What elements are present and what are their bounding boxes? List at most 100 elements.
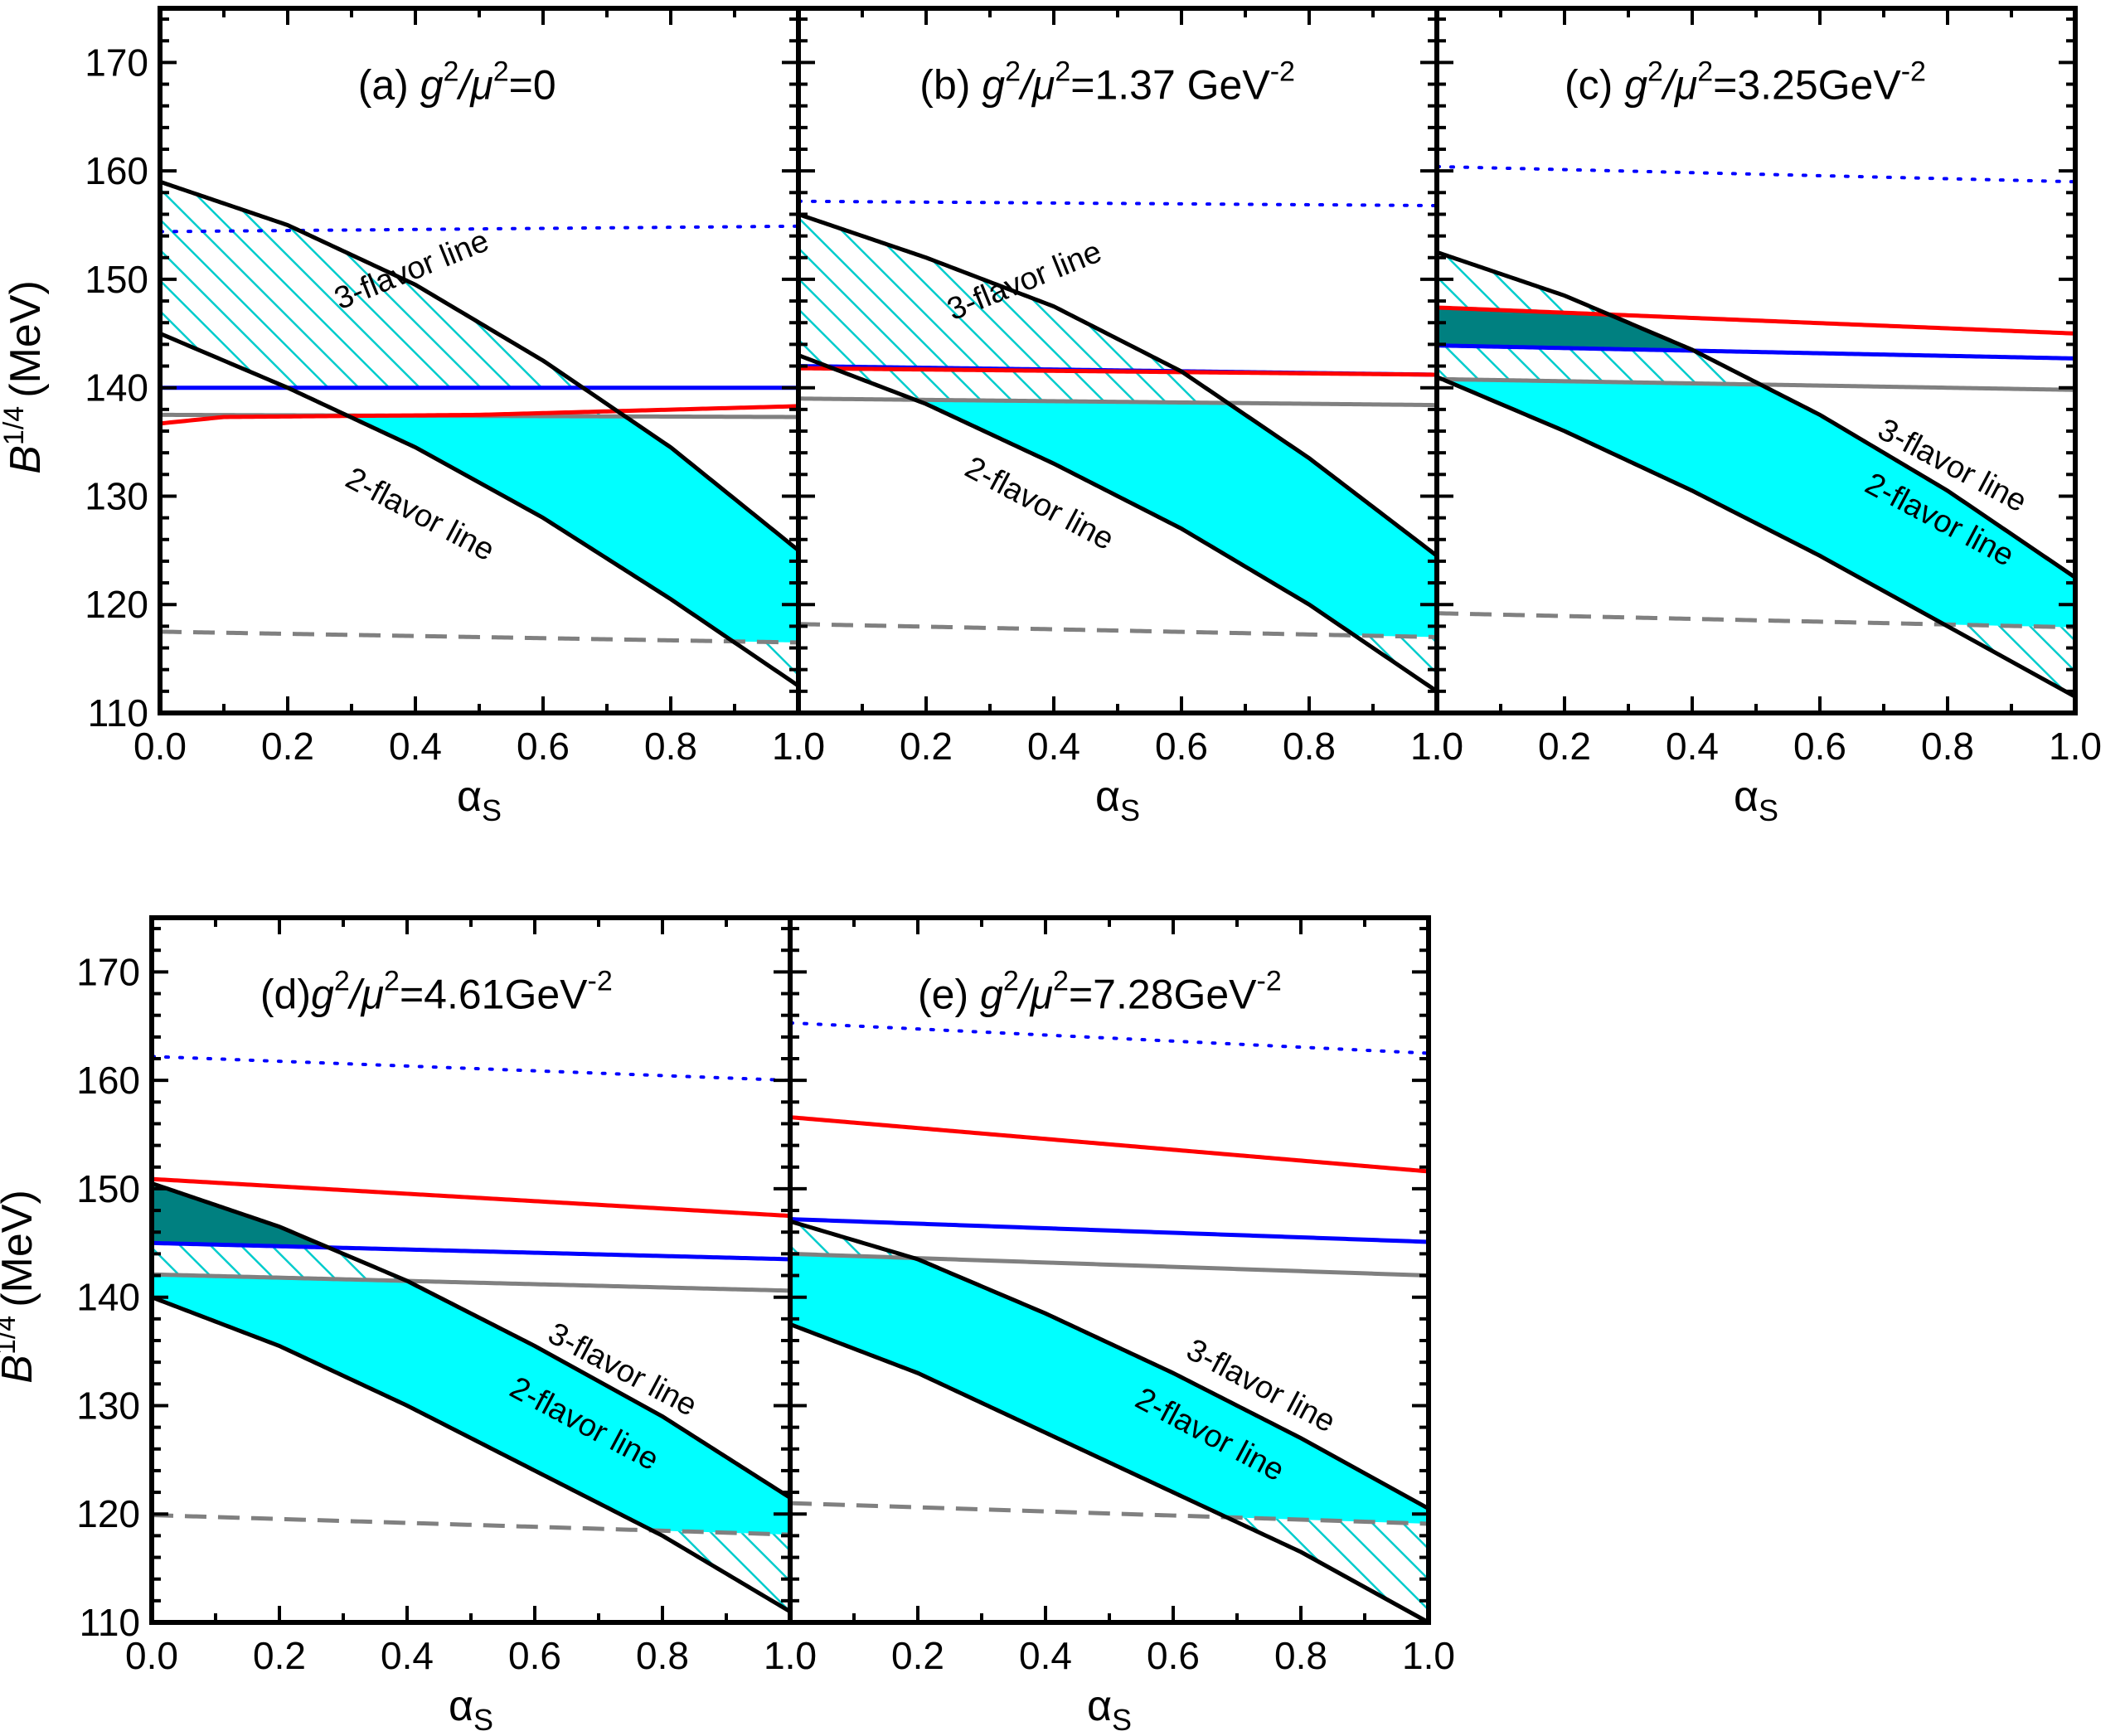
- x-tick-label: 0.8: [644, 725, 697, 768]
- hatched-region-lower: [1227, 1517, 1429, 1622]
- x-tick-label: 0.6: [517, 725, 570, 768]
- two-flavor-line: [1437, 375, 2075, 699]
- blue-dotted-line: [798, 199, 1437, 207]
- panel-title: (c) g2/μ2=3.25GeV-2: [1565, 56, 1926, 109]
- plot-area: [152, 1055, 790, 1614]
- gray-dashed-line: [798, 622, 1437, 639]
- gray-dashed-line: [152, 1513, 790, 1537]
- panel-title: (d)g2/μ2=4.61GeV-2: [260, 966, 613, 1018]
- x-tick-label: 1.0: [764, 1634, 817, 1677]
- y-tick-label: 150: [85, 258, 148, 301]
- cyan-band: [790, 1254, 1429, 1524]
- x-tick-label: 1.0: [772, 725, 825, 768]
- y-tick-label: 110: [80, 1601, 140, 1644]
- x-tick-label: 0.2: [253, 1634, 306, 1677]
- y-tick-label: 120: [76, 1492, 140, 1535]
- panel-d: 0.0 0.2 0.4 0.6 0.8 1.0 110 120 130 140 150 160 170 α…: [0, 915, 817, 1736]
- three-flavor-line: [1437, 250, 2075, 579]
- three-flavor-line: [160, 179, 798, 552]
- hatched-region-upper: [160, 182, 582, 388]
- x-tick-label: 0.0: [125, 1634, 178, 1677]
- red-line: [798, 366, 1437, 377]
- x-axis-title: αS: [1095, 773, 1140, 827]
- y-tick-label: 160: [85, 149, 148, 192]
- blue-line: [1437, 343, 2075, 361]
- x-tick-label: 0.4: [389, 725, 442, 768]
- panel-a: 0.0 0.2 0.4 0.6 0.8 1.0 110 120 130 140 150 160 170 α…: [0, 6, 825, 827]
- overlap-region: [1437, 307, 1692, 351]
- blue-line: [152, 1240, 790, 1262]
- red-line: [790, 1115, 1429, 1174]
- plot-area: [798, 199, 1437, 693]
- hatched-region-lower: [653, 1530, 790, 1612]
- ticks: [150, 918, 792, 1624]
- y-tick-label: 150: [76, 1167, 140, 1210]
- y-tick-label: 140: [76, 1276, 140, 1319]
- x-tick-label: 0.8: [1274, 1634, 1327, 1677]
- gray-dashed-line: [160, 629, 798, 645]
- x-tick-label: 1.0: [1410, 725, 1463, 768]
- cyan-band: [152, 1274, 790, 1535]
- gray-solid-line: [798, 396, 1437, 408]
- y-axis-title: B1/4(MeV): [0, 1190, 41, 1384]
- y-tick-label: 120: [85, 583, 148, 626]
- plot-area: [1437, 164, 2075, 699]
- three-flavor-line: [790, 1219, 1429, 1511]
- x-tick-label: 0.0: [133, 725, 187, 768]
- x-tick-label: 1.0: [1410, 725, 1463, 768]
- three-flavor-line: [152, 1181, 790, 1500]
- hatched-region-middle: [833, 368, 1226, 404]
- red-line: [160, 404, 798, 426]
- ticks: [788, 918, 1430, 1624]
- x-axis-title: αS: [449, 1682, 493, 1736]
- x-tick-label: 0.4: [1019, 1634, 1072, 1677]
- panel-c: 1.0 0.2 0.4 0.6 0.8 1.0αS(c) g2/μ2=3.25GeV-23…: [1410, 6, 2102, 827]
- red-line: [1437, 305, 2075, 336]
- hatched-region-middle: [1437, 345, 1759, 385]
- hatched-region-middle: [152, 1243, 405, 1281]
- x-tick-label: 1.0: [1402, 1634, 1455, 1677]
- y-axis-title: B1/4(MeV): [0, 280, 50, 474]
- ticks: [1435, 8, 2077, 715]
- gray-dashed-line: [790, 1501, 1429, 1526]
- x-tick-label: 0.4: [1027, 725, 1080, 768]
- y-tick-label: 130: [85, 474, 148, 517]
- panel-title: (a) g2/μ2=0: [358, 56, 556, 109]
- x-tick-label: 1.0: [2049, 725, 2102, 768]
- cyan-band: [1443, 379, 2075, 628]
- blue-line: [790, 1217, 1429, 1244]
- two-flavor-line: [152, 1295, 790, 1614]
- gray-dashed-line: [1437, 611, 2075, 630]
- x-tick-label: 0.2: [900, 725, 953, 768]
- panel-e: 1.0 0.2 0.4 0.6 0.8 1.0αS(e) g2/μ2=7.28GeV-23…: [764, 915, 1455, 1736]
- x-tick-label: 0.6: [508, 1634, 561, 1677]
- panel-title: (e) g2/μ2=7.28GeV-2: [918, 966, 1282, 1018]
- x-tick-label: 0.8: [1283, 725, 1336, 768]
- two-flavor-line: [798, 353, 1437, 693]
- y-tick-label: 110: [88, 691, 148, 735]
- x-axis-title: αS: [1734, 773, 1778, 827]
- x-tick-label: 0.4: [381, 1634, 434, 1677]
- x-axis-title: αS: [1087, 1682, 1132, 1736]
- panels: 0.0 0.2 0.4 0.6 0.8 1.0 110 120 130 140 150 160 170 α…: [0, 6, 2102, 1736]
- x-tick-label: 0.8: [1921, 725, 1974, 768]
- panel-b: 1.0 0.2 0.4 0.6 0.8 1.0 αS (b) g2/μ2=1.37 GeV-2…: [772, 6, 1463, 827]
- x-tick-label: 0.6: [1793, 725, 1846, 768]
- three-flavor-line: [798, 212, 1437, 558]
- x-axis-title: αS: [457, 773, 502, 827]
- x-tick-label: 0.8: [636, 1634, 689, 1677]
- y-tick-label: 140: [85, 366, 148, 410]
- y-tick-label: 160: [76, 1059, 140, 1102]
- y-tick-label: 170: [76, 950, 140, 993]
- x-tick-label: 0.4: [1666, 725, 1719, 768]
- x-tick-label: 0.6: [1147, 1634, 1200, 1677]
- blue-dotted-line: [790, 1021, 1429, 1055]
- x-tick-label: 0.2: [891, 1634, 944, 1677]
- plot-area: [790, 1021, 1429, 1622]
- x-tick-label: 0.6: [1155, 725, 1208, 768]
- blue-dotted-line: [1437, 164, 2075, 184]
- two-flavor-line: [790, 1322, 1429, 1622]
- y-tick-label: 130: [76, 1384, 140, 1427]
- panel-title: (b) g2/μ2=1.37 GeV-2: [919, 56, 1295, 109]
